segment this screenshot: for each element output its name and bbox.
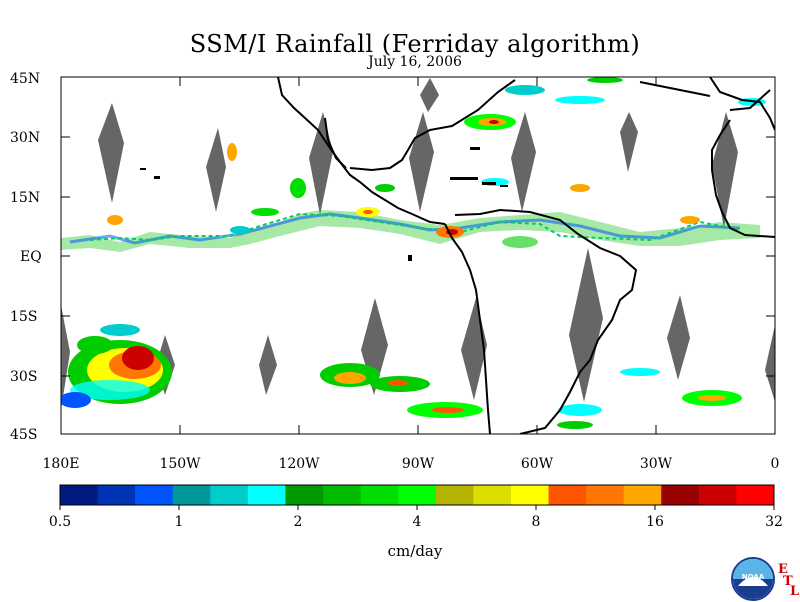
lon-label-90w: 90W — [402, 456, 435, 472]
swath-gaps — [61, 78, 775, 410]
colorbar-tick-label: 32 — [765, 514, 783, 530]
map-date: July 16, 2006 — [368, 54, 462, 70]
lon-label-60w: 60W — [521, 456, 554, 472]
colorbar-swatch — [60, 485, 99, 505]
colorbar-tick-label: 1 — [175, 514, 184, 530]
colorbar-unit: cm/day — [387, 542, 443, 560]
colorbar-swatch — [661, 485, 700, 505]
etl-letter-t: T — [783, 574, 793, 589]
rainfall-itcz — [61, 178, 760, 252]
colorbar-swatch — [398, 485, 437, 505]
colorbar-swatch — [698, 485, 737, 505]
lat-label-45s: 45S — [10, 427, 37, 443]
lon-label-150w: 150W — [159, 456, 201, 472]
colorbar-swatch — [285, 485, 324, 505]
colorbar — [60, 485, 775, 505]
colorbar-swatch — [510, 485, 550, 505]
colorbar-swatch — [623, 485, 662, 505]
colorbar-swatch — [586, 485, 625, 505]
colorbar-swatch — [247, 485, 286, 505]
map-title: SSM/I Rainfall (Ferriday algorithm) — [189, 30, 641, 58]
axis-ticks — [61, 77, 775, 434]
colorbar-swatch — [97, 485, 136, 505]
colorbar-swatch — [736, 485, 775, 505]
etl-letter-e: E — [778, 562, 788, 577]
colorbar-swatch — [210, 485, 249, 505]
colorbar-labels: 0.5 1 2 4 8 16 32 — [49, 505, 783, 530]
lat-label-45n: 45N — [10, 71, 40, 87]
colorbar-tick-label: 8 — [532, 514, 541, 530]
lat-label-eq: EQ — [20, 249, 42, 265]
logo-text: NOAA — [742, 573, 765, 581]
noaa-logo-icon: NOAA — [731, 557, 775, 601]
lon-label-0: 0 — [771, 456, 780, 472]
rainfall-north — [227, 77, 766, 198]
colorbar-swatch — [548, 485, 587, 505]
colorbar-swatch — [172, 485, 211, 505]
coastlines — [277, 77, 775, 434]
lat-label-15s: 15S — [10, 309, 37, 325]
colorbar-swatch — [360, 485, 399, 505]
lat-label-30s: 30S — [10, 369, 37, 385]
colorbar-tick-label: 0.5 — [49, 514, 71, 530]
colorbar-swatch — [435, 485, 474, 505]
lon-label-120w: 120W — [278, 456, 320, 472]
etl-letter-l: L — [790, 584, 800, 599]
colorbar-swatch — [323, 485, 362, 505]
lon-label-180e: 180E — [43, 456, 80, 472]
colorbar-tick-label: 16 — [646, 514, 664, 530]
colorbar-tick-label: 2 — [294, 514, 303, 530]
lon-label-30w: 30W — [640, 456, 673, 472]
lat-label-15n: 15N — [10, 190, 40, 206]
colorbar-swatch — [135, 485, 174, 505]
map-plot-area — [61, 77, 775, 434]
rainfall-south — [61, 324, 742, 429]
colorbar-tick-label: 4 — [413, 514, 422, 530]
lat-label-30n: 30N — [10, 130, 40, 146]
islands — [140, 147, 508, 261]
colorbar-swatch — [473, 485, 512, 505]
